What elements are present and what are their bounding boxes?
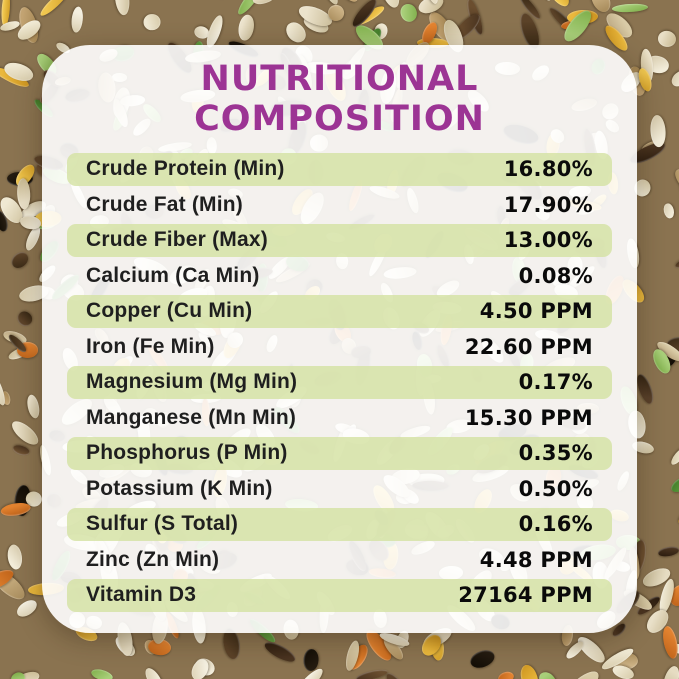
nutrient-value: 16.80% (503, 157, 593, 182)
seed (8, 670, 27, 679)
seed (675, 508, 679, 528)
seed (668, 67, 679, 90)
seed (517, 663, 541, 679)
seed (668, 473, 679, 496)
seed (5, 543, 24, 571)
nutrient-row: Iron (Fe Min) 22.60 PPM (67, 331, 612, 364)
seed (497, 670, 517, 679)
nutrient-label: Potassium (K Min) (86, 476, 273, 500)
seed (672, 166, 679, 195)
seed (612, 3, 649, 14)
seed (7, 417, 42, 450)
nutrient-label: Zinc (Zn Min) (86, 547, 220, 571)
nutrient-value: 0.17% (518, 370, 593, 395)
nutrient-label: Vitamin D3 (86, 583, 197, 607)
nutrient-value: 0.35% (518, 441, 593, 466)
seed (261, 638, 298, 666)
seed (467, 646, 497, 672)
nutrient-label: Iron (Fe Min) (86, 334, 215, 358)
nutrient-label: Manganese (Mn Min) (86, 405, 297, 429)
seed (236, 13, 256, 43)
nutrient-value: 15.30 PPM (464, 405, 593, 430)
seed (112, 0, 132, 17)
nutrient-row: Vitamin D3 27164 PPM (67, 579, 612, 612)
nutrient-label: Phosphorus (P Min) (86, 441, 288, 465)
seed (355, 667, 390, 679)
seed (535, 668, 560, 679)
nutrient-row: Crude Fat (Min) 17.90% (67, 189, 612, 222)
nutrient-row: Manganese (Mn Min) 15.30 PPM (67, 402, 612, 435)
nutrient-value: 22.60 PPM (464, 334, 593, 359)
seed (90, 666, 114, 679)
nutrient-value: 4.50 PPM (479, 299, 593, 324)
seed (37, 0, 72, 20)
seed (142, 665, 167, 679)
nutrient-row: Sulfur (S Total) 0.16% (67, 508, 612, 541)
seed (563, 667, 603, 679)
nutrient-value: 17.90% (503, 192, 593, 217)
seed (335, 0, 362, 5)
nutrition-table: Crude Protein (Min) 16.80% Crude Fat (Mi… (67, 153, 612, 612)
seed (250, 0, 278, 8)
nutrient-value: 13.00% (503, 228, 593, 253)
nutrient-row: Crude Fiber (Max) 13.00% (67, 224, 612, 257)
nutrient-label: Crude Fiber (Max) (86, 228, 268, 252)
seed (69, 6, 84, 34)
seed (143, 13, 162, 32)
nutrient-value: 4.48 PPM (479, 547, 593, 572)
title-line-2: COMPOSITION (194, 99, 485, 139)
seed (11, 444, 31, 458)
nutrient-value: 0.08% (518, 263, 593, 288)
seed (8, 248, 32, 272)
seed (0, 500, 32, 518)
seed (662, 202, 676, 220)
nutrient-label: Crude Protein (Min) (86, 157, 285, 181)
card-title: NUTRITIONAL COMPOSITION (42, 59, 637, 139)
nutrient-label: Copper (Cu Min) (86, 299, 253, 323)
nutrient-row: Magnesium (Mg Min) 0.17% (67, 366, 612, 399)
nutrient-row: Phosphorus (P Min) 0.35% (67, 437, 612, 470)
nutrient-row: Potassium (K Min) 0.50% (67, 473, 612, 506)
seed (634, 371, 657, 405)
nutrient-row: Zinc (Zn Min) 4.48 PPM (67, 544, 612, 577)
seed (14, 308, 35, 330)
nutrient-row: Crude Protein (Min) 16.80% (67, 153, 612, 186)
nutrient-value: 0.16% (518, 512, 593, 537)
seed (661, 624, 679, 660)
seed (668, 445, 679, 468)
seed (660, 664, 679, 679)
nutrient-row: Calcium (Ca Min) 0.08% (67, 260, 612, 293)
nutrition-card: NUTRITIONAL COMPOSITION Crude Protein (Mi… (42, 45, 637, 633)
title-line-1: NUTRITIONAL (200, 59, 479, 99)
seed (657, 544, 679, 557)
seed (25, 393, 42, 420)
seed (13, 597, 40, 621)
seed (656, 29, 677, 49)
nutrient-label: Crude Fat (Min) (86, 192, 243, 216)
nutrient-value: 0.50% (518, 476, 593, 501)
seed (398, 1, 420, 25)
nutrient-label: Sulfur (S Total) (86, 512, 239, 536)
nutrient-row: Copper (Cu Min) 4.50 PPM (67, 295, 612, 328)
nutrient-label: Magnesium (Mg Min) (86, 370, 298, 394)
nutrient-value: 27164 PPM (458, 583, 593, 608)
seed (674, 255, 679, 271)
nutrient-label: Calcium (Ca Min) (86, 263, 260, 287)
